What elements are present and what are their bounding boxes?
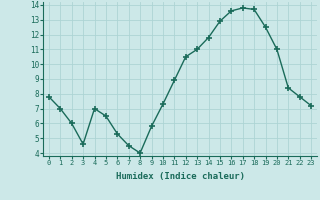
- X-axis label: Humidex (Indice chaleur): Humidex (Indice chaleur): [116, 172, 244, 181]
